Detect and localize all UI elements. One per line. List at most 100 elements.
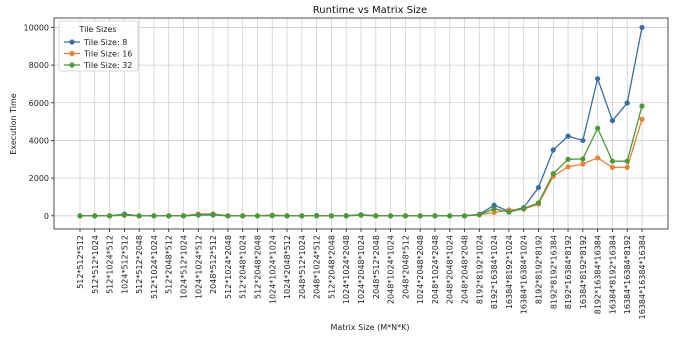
x-tick-label: 1024*1024*1024: [268, 235, 277, 304]
data-point: [491, 209, 497, 216]
x-tick-label: 8192*8192*8192: [534, 235, 543, 304]
data-point: [491, 202, 497, 208]
data-point: [328, 213, 335, 219]
data-point: [535, 200, 542, 206]
legend: Tile Sizes Tile Size: 8 Tile Size: 16 Tile…: [58, 20, 139, 72]
chart-title: Runtime vs Matrix Size: [313, 5, 427, 16]
data-point: [580, 137, 586, 144]
y-tick-label: 6000: [29, 99, 49, 108]
legend-box: [58, 20, 139, 72]
x-tick-label: 1024*512*1024: [180, 235, 189, 299]
x-tick-label: 8192*8192*16384: [549, 235, 558, 309]
x-tick-label: 8192*16384*8192: [564, 235, 573, 309]
x-tick-label: 512*2048*1024: [239, 235, 248, 299]
data-point: [506, 209, 512, 215]
x-tick-label: 2048*512*1024: [298, 235, 307, 299]
data-point: [314, 213, 320, 219]
data-point: [284, 213, 290, 219]
data-point: [550, 147, 556, 153]
data-point: [624, 158, 630, 164]
data-point: [166, 213, 172, 219]
legend-marker: [69, 62, 75, 68]
data-point: [521, 205, 527, 212]
x-tick-label: 8192*8192*1024: [475, 235, 484, 304]
y-tick-label: 2000: [29, 174, 49, 183]
x-tick-label: 512*512*1024: [91, 235, 100, 294]
data-point: [269, 212, 275, 219]
legend-marker: [69, 50, 75, 57]
data-point: [550, 171, 556, 177]
data-point: [595, 76, 601, 82]
data-point: [299, 213, 305, 219]
data-point: [417, 213, 423, 219]
data-point: [358, 212, 364, 218]
y-tick-label: 4000: [29, 136, 49, 145]
x-tick-label: 512*1024*1024: [150, 235, 159, 299]
y-tick-label: 0: [44, 212, 49, 221]
x-tick-label: 2048*512*2048: [372, 235, 381, 299]
data-point: [595, 125, 601, 131]
data-point: [595, 155, 601, 161]
data-point: [225, 213, 231, 219]
data-point: [343, 213, 349, 219]
x-tick-label: 16384*16384*16384: [638, 235, 647, 319]
data-point: [624, 164, 630, 170]
y-axis-ticks: 0 2000 4000 6000 8000 10000: [24, 23, 54, 221]
y-tick-label: 8000: [29, 61, 49, 70]
x-tick-label: 512*1024*2048: [224, 235, 233, 299]
x-tick-label: 16384*8192*1024: [505, 235, 514, 309]
data-point: [121, 212, 127, 218]
data-point: [106, 213, 113, 219]
data-point: [195, 212, 201, 218]
x-tick-label: 2048*512*512: [209, 235, 218, 294]
data-point: [565, 164, 571, 170]
data-point: [402, 213, 408, 219]
y-axis-label: Execution Time: [9, 93, 18, 154]
data-point: [639, 103, 645, 109]
data-point: [92, 213, 98, 219]
legend-marker: [69, 39, 75, 45]
x-tick-label: 16384*8192*16384: [608, 235, 617, 314]
data-point: [432, 213, 438, 219]
x-tick-label: 2048*1024*512: [313, 235, 322, 299]
data-point: [180, 213, 187, 219]
data-point: [565, 156, 571, 162]
x-tick-label: 16384*8192*8192: [579, 235, 588, 309]
data-point: [240, 213, 246, 219]
data-point: [476, 212, 482, 218]
x-tick-label: 2048*2048*512: [401, 235, 410, 299]
x-tick-label: 1024*1024*2048: [342, 235, 351, 304]
x-tick-label: 512*512*2048: [135, 235, 144, 294]
x-tick-label: 2048*1024*1024: [387, 235, 396, 304]
x-tick-label: 1024*2048*2048: [416, 235, 425, 304]
x-axis-ticks: 512*512*512 512*512*1024 512*1024*512 1024*…: [76, 229, 647, 319]
data-point: [373, 213, 379, 219]
x-tick-label: 512*2048*2048: [253, 235, 262, 299]
x-tick-label: 8192*16384*1024: [490, 235, 499, 309]
data-point: [461, 213, 468, 219]
data-point: [535, 184, 542, 191]
x-tick-label: 1024*2048*1024: [357, 235, 366, 304]
legend-title: Tile Sizes: [78, 25, 116, 34]
legend-entry-label: Tile Size: 16: [83, 50, 132, 59]
data-point: [609, 118, 616, 124]
data-point: [580, 156, 586, 162]
data-point: [387, 213, 394, 219]
legend-entry-label: Tile Size: 32: [83, 61, 132, 70]
y-tick-label: 10000: [24, 23, 49, 32]
x-tick-label: 512*512*512: [76, 235, 85, 289]
data-point: [254, 213, 261, 219]
series-points: [77, 24, 645, 219]
x-axis-label: Matrix Size (M*N*K): [330, 323, 409, 332]
x-tick-label: 1024*2048*512: [283, 235, 292, 299]
data-point: [447, 213, 453, 219]
legend-entry-label: Tile Size: 8: [83, 38, 127, 47]
data-point: [639, 24, 645, 31]
data-point: [210, 211, 216, 217]
data-point: [565, 133, 571, 139]
data-point: [609, 164, 616, 170]
data-point: [151, 213, 157, 219]
data-point: [491, 206, 497, 212]
x-tick-label: 1024*1024*512: [194, 235, 203, 299]
x-tick-label: 16384*16384*8192: [623, 235, 632, 314]
